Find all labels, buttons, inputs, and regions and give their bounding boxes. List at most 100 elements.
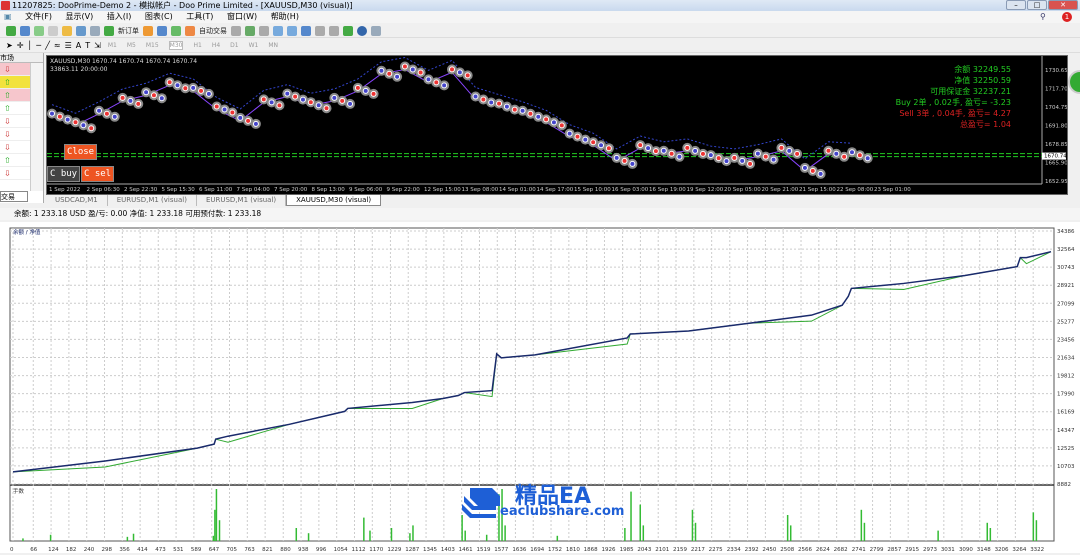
text-icon[interactable]: A [75,41,82,50]
tab-usdcad-m1[interactable]: USDCAD,M1 [46,195,108,206]
x-tick-label: 1461 [459,547,473,553]
market-watch-header[interactable]: 市场 [0,53,43,63]
channel-icon[interactable]: ≈ [53,41,61,50]
volume-bar [485,534,488,541]
arrow-down-icon: ⇩ [4,117,11,126]
templates-icon[interactable] [371,25,381,36]
search-icon[interactable]: ⚲ [1040,12,1046,21]
close-sell-button[interactable]: C sel [81,166,115,182]
maximize-button[interactable]: □ [1027,0,1047,10]
line-chart-icon[interactable] [259,25,269,36]
arrows-icon[interactable]: ⇲ [94,41,101,50]
close-all-button[interactable]: Close [64,144,98,160]
tab-xauusd-m30-visual[interactable]: XAUUSD,M30 (visual) [286,195,382,206]
menu-help[interactable]: 帮助(H) [270,12,299,21]
cursor-icon[interactable]: ➤ [6,41,13,50]
terminal-icon[interactable] [76,25,86,36]
crosshair-toggle-icon[interactable] [48,25,58,36]
y-tick-label: 27099 [1057,301,1075,307]
x-tick-label: 298 [102,547,113,553]
one-click-trading-icon[interactable] [1068,70,1080,94]
new-order-button[interactable]: 新订单 [118,26,139,35]
fibonacci-icon[interactable]: ☰ [64,41,72,50]
symbol-row[interactable]: ⇧ [0,76,30,89]
auto-trading-button[interactable]: 自动交易 [199,26,227,35]
symbol-row[interactable]: ⇩ [0,63,30,76]
timeframe-m1[interactable]: M1 [107,42,117,49]
candlestick-icon[interactable] [245,25,255,36]
notification-badge[interactable]: 1 [1062,12,1072,22]
menu-tools[interactable]: 工具(T) [186,12,214,21]
timeframe-h4[interactable]: H4 [211,42,221,49]
menu-file[interactable]: 文件(F) [25,12,52,21]
menu-charts[interactable]: 图表(C) [144,12,173,21]
profiles-icon[interactable] [20,25,30,36]
periods-icon[interactable] [357,25,367,36]
symbol-row[interactable]: ⇧ [0,102,30,115]
y-tick-label: 17990 [1057,392,1075,398]
trade-marker [386,70,393,77]
signals-icon[interactable] [171,25,181,36]
trade-tab[interactable]: 交易 [0,191,28,202]
symbol-row[interactable]: ⇧ [0,154,30,167]
timeframe-w1[interactable]: W1 [248,42,259,49]
time-tick-label: 16 Sep 03:00 [612,187,649,193]
x-tick-label: 589 [191,547,202,553]
trade-marker [127,97,134,104]
chart-shift-icon[interactable] [329,25,339,36]
metaeditor-icon[interactable] [143,25,153,36]
timeframe-d1[interactable]: D1 [230,42,239,49]
trade-marker [260,96,267,103]
symbol-row[interactable]: ⇧ [0,89,30,102]
bar-chart-icon[interactable] [231,25,241,36]
scrollbar[interactable] [30,63,43,191]
symbol-row[interactable]: ⇩ [0,141,30,154]
timeframe-m5[interactable]: M5 [126,42,136,49]
trade-marker [519,107,526,114]
symbol-row[interactable]: ⇩ [0,167,30,180]
minimize-button[interactable]: – [1006,0,1026,10]
menu-view[interactable]: 显示(V) [65,12,94,21]
close-window-button[interactable]: ✕ [1048,0,1078,10]
time-tick-label: 5 Sep 15:30 [162,187,196,193]
trendline-icon[interactable]: ╱ [45,41,50,50]
price-chart[interactable]: 1730.65 1717.70 1704.75 1691.80 1678.85 1665.… [46,55,1068,195]
timeframe-m15[interactable]: M15 [145,42,159,49]
trade-marker [660,147,667,154]
balance-graph: 0 66 124 182 240 298 356 414 473 531 589 647 705 763 8… [9,227,1075,553]
new-chart-icon[interactable] [6,25,16,36]
text-label-icon[interactable]: T [85,41,91,50]
crosshair-icon[interactable]: ✛ [16,41,24,50]
vertical-line-icon[interactable]: │ [27,41,33,50]
tab-eurusd-m1-visual[interactable]: EURUSD,M1 (visual) [108,195,197,206]
indicators-icon[interactable] [343,25,353,36]
close-buy-button[interactable]: C buy [47,166,81,182]
time-tick-label: 7 Sep 04:00 [237,187,271,193]
zoom-out-icon[interactable] [287,25,297,36]
zoom-in-icon[interactable] [273,25,283,36]
timeframe-h1[interactable]: H1 [193,42,202,49]
trade-marker [433,79,440,86]
community-icon[interactable] [157,25,167,36]
doc-icon: ▣ [4,12,12,21]
volume-bar [22,538,24,541]
menu-insert[interactable]: 插入(I) [106,12,132,21]
x-tick-label: 1345 [423,547,437,553]
timeframe-m30[interactable]: M30 [168,41,184,50]
tile-windows-icon[interactable] [301,25,311,36]
navigator-icon[interactable] [62,25,72,36]
sell-summary: Sell 3单 , 0.04手, 盈亏= 4.27 [899,109,1011,118]
tester-icon[interactable] [90,25,100,36]
auto-trading-icon [185,25,195,36]
menu-window[interactable]: 窗口(W) [226,12,258,21]
tab-eurusd-m1-visual-2[interactable]: EURUSD,M1 (visual) [197,195,287,206]
trade-marker [629,160,636,167]
market-watch-icon[interactable] [34,25,44,36]
horizontal-line-icon[interactable]: ─ [36,41,42,50]
volume-bar [363,517,365,541]
trade-marker [684,144,691,151]
timeframe-mn[interactable]: MN [268,42,279,49]
symbol-row[interactable]: ⇩ [0,115,30,128]
autoscroll-icon[interactable] [315,25,325,36]
symbol-row[interactable]: ⇩ [0,128,30,141]
